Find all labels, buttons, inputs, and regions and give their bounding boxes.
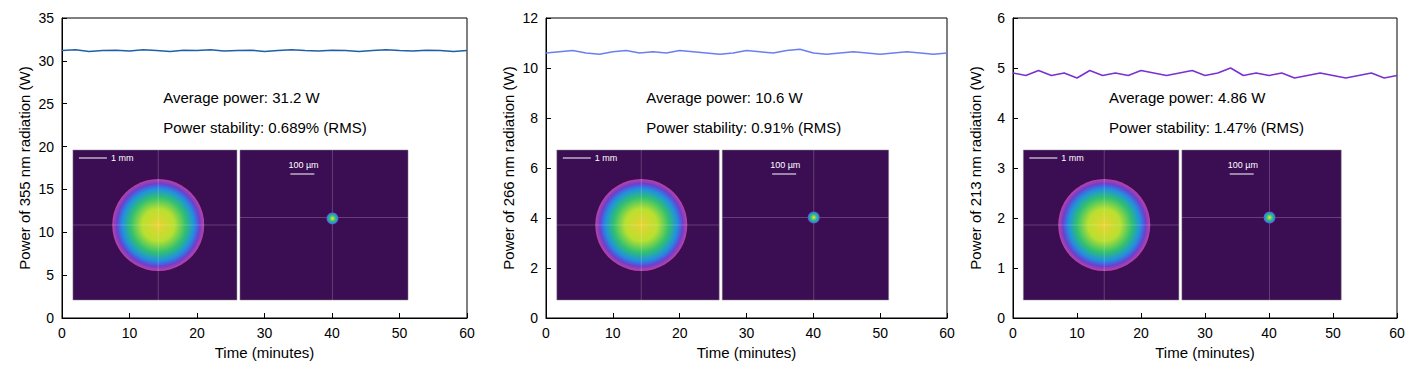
svg-text:60: 60 [459, 325, 475, 341]
svg-text:6: 6 [530, 160, 538, 176]
svg-text:8: 8 [530, 110, 538, 126]
svg-text:Power of 213 nm radiation (W): Power of 213 nm radiation (W) [967, 66, 984, 269]
svg-text:6: 6 [997, 10, 1005, 26]
svg-text:Average power: 31.2 W: Average power: 31.2 W [163, 89, 320, 106]
svg-text:30: 30 [257, 325, 273, 341]
svg-text:100 µm: 100 µm [770, 160, 800, 170]
svg-text:0: 0 [997, 310, 1005, 326]
svg-text:25: 25 [38, 96, 54, 112]
svg-text:20: 20 [672, 325, 688, 341]
svg-text:50: 50 [392, 325, 408, 341]
svg-text:50: 50 [872, 325, 888, 341]
svg-text:1 mm: 1 mm [595, 153, 618, 163]
svg-text:0: 0 [542, 325, 550, 341]
svg-text:Power of 355 nm radiation (W): Power of 355 nm radiation (W) [16, 66, 33, 269]
svg-text:0: 0 [530, 310, 538, 326]
svg-text:20: 20 [38, 139, 54, 155]
svg-text:30: 30 [38, 53, 54, 69]
svg-text:12: 12 [522, 10, 538, 26]
svg-text:Average power: 4.86 W: Average power: 4.86 W [1109, 89, 1266, 106]
svg-text:40: 40 [324, 325, 340, 341]
svg-text:20: 20 [1133, 325, 1149, 341]
svg-text:1: 1 [997, 260, 1005, 276]
svg-text:30: 30 [739, 325, 755, 341]
svg-text:4: 4 [530, 210, 538, 226]
svg-text:10: 10 [522, 60, 538, 76]
svg-text:60: 60 [939, 325, 955, 341]
svg-text:10: 10 [605, 325, 621, 341]
svg-text:2: 2 [997, 210, 1005, 226]
svg-text:Power stability: 0.91% (RMS): Power stability: 0.91% (RMS) [646, 119, 841, 136]
svg-text:4: 4 [997, 110, 1005, 126]
svg-text:Power of 266 nm radiation (W): Power of 266 nm radiation (W) [500, 66, 517, 269]
svg-text:100 µm: 100 µm [1228, 160, 1258, 170]
svg-text:1 mm: 1 mm [1061, 153, 1084, 163]
svg-text:Power stability: 0.689% (RMS): Power stability: 0.689% (RMS) [163, 119, 366, 136]
svg-text:2: 2 [530, 260, 538, 276]
svg-text:Time (minutes): Time (minutes) [215, 344, 314, 361]
svg-text:100 µm: 100 µm [288, 160, 318, 170]
svg-text:5: 5 [997, 60, 1005, 76]
svg-text:40: 40 [1261, 325, 1277, 341]
svg-text:15: 15 [38, 181, 54, 197]
svg-text:10: 10 [1069, 325, 1085, 341]
svg-text:1 mm: 1 mm [111, 153, 134, 163]
svg-text:20: 20 [189, 325, 205, 341]
svg-text:0: 0 [1009, 325, 1017, 341]
svg-text:Time (minutes): Time (minutes) [697, 344, 796, 361]
svg-text:0: 0 [46, 310, 54, 326]
svg-text:35: 35 [38, 10, 54, 26]
svg-text:30: 30 [1197, 325, 1213, 341]
svg-text:50: 50 [1325, 325, 1341, 341]
svg-text:3: 3 [997, 160, 1005, 176]
svg-text:10: 10 [122, 325, 138, 341]
svg-text:40: 40 [806, 325, 822, 341]
svg-text:Power stability: 1.47% (RMS): Power stability: 1.47% (RMS) [1109, 119, 1304, 136]
svg-text:0: 0 [58, 325, 66, 341]
svg-text:Time (minutes): Time (minutes) [1155, 344, 1254, 361]
svg-text:10: 10 [38, 224, 54, 240]
svg-text:60: 60 [1389, 325, 1405, 341]
svg-text:Average power: 10.6 W: Average power: 10.6 W [646, 89, 803, 106]
svg-text:5: 5 [46, 267, 54, 283]
